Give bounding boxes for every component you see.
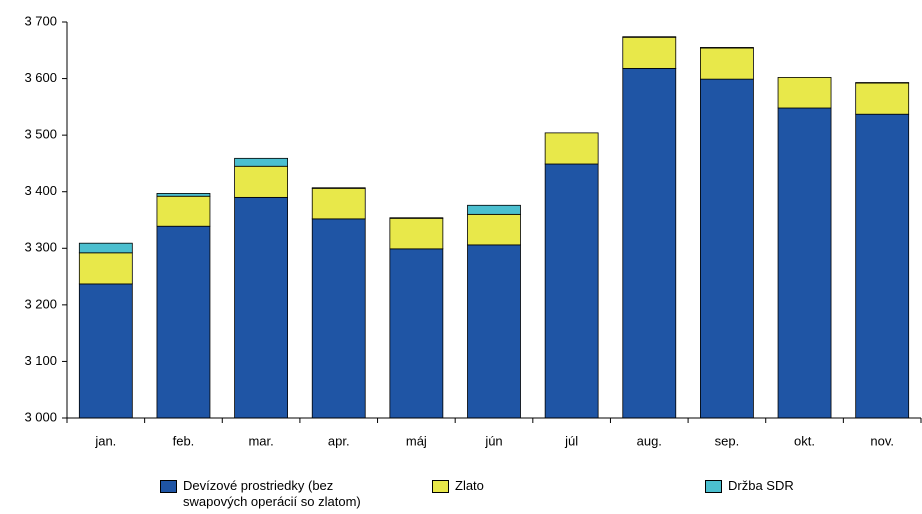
- legend-swatch: [705, 480, 722, 493]
- bar-segment: [311, 187, 366, 220]
- bar-segment: [78, 283, 133, 419]
- legend-label: Zlato: [455, 478, 484, 493]
- bar-segment: [234, 157, 288, 167]
- y-tick-label: 3 500: [24, 127, 57, 142]
- y-tick-label: 3 600: [24, 70, 57, 85]
- x-tick-label: okt.: [794, 433, 815, 448]
- bar-segment: [156, 225, 211, 419]
- x-tick-label: feb.: [173, 433, 195, 448]
- legend-swatch: [160, 480, 177, 493]
- x-tick-label: jún: [484, 433, 502, 448]
- bar-segment: [700, 78, 754, 419]
- bar-segment: [700, 47, 754, 49]
- bar-segment: [156, 195, 211, 227]
- legend-item: Zlato: [432, 478, 632, 494]
- legend-item: Držba SDR: [705, 478, 905, 494]
- y-tick-label: 3 300: [24, 240, 57, 255]
- bar-segment: [777, 107, 832, 419]
- legend-swatch: [432, 480, 449, 493]
- y-tick-label: 3 200: [24, 296, 57, 311]
- x-tick-label: apr.: [328, 433, 350, 448]
- bar-segment: [311, 187, 366, 189]
- legend-item: Devízové prostriedky (bez swapových oper…: [160, 478, 400, 510]
- y-tick-label: 3 100: [24, 353, 57, 368]
- x-tick-label: nov.: [870, 433, 894, 448]
- bar-segment: [234, 165, 288, 198]
- bar-segment: [78, 242, 133, 254]
- bar-segment: [78, 252, 133, 285]
- bar-segment: [467, 244, 521, 419]
- bar-segment: [622, 36, 677, 38]
- y-tick-label: 3 400: [24, 183, 57, 198]
- bar-segment: [855, 113, 910, 419]
- x-tick-label: jan.: [94, 433, 116, 448]
- legend-label: Držba SDR: [728, 478, 794, 493]
- x-tick-label: máj: [406, 433, 427, 448]
- bar-segment: [156, 193, 211, 197]
- bar-segment: [777, 77, 832, 109]
- y-tick-label: 3 000: [24, 409, 57, 424]
- x-tick-label: mar.: [248, 433, 273, 448]
- chart: jan. feb. mar. apr. máj jún júl aug. sep. okt. nov…: [24, 13, 922, 448]
- x-tick-label: sep.: [715, 433, 740, 448]
- bar-segment: [855, 82, 910, 84]
- bar-segment: [389, 217, 444, 219]
- legend-label: Devízové prostriedky (bez swapových oper…: [183, 478, 361, 509]
- bar-segment: [622, 67, 677, 419]
- bar-segment: [544, 132, 599, 165]
- x-tick-label: aug.: [637, 433, 662, 448]
- bar-segment: [622, 36, 677, 69]
- bar-segment: [544, 163, 599, 419]
- bar-segment: [389, 217, 444, 250]
- bar-segment: [700, 47, 754, 80]
- x-tick-label: júl: [564, 433, 578, 448]
- bar-segment: [234, 196, 288, 419]
- bar-segment: [855, 82, 910, 115]
- bar-segment: [311, 218, 366, 419]
- bar-segment: [467, 213, 521, 246]
- bar-segment: [389, 248, 444, 419]
- bar-segment: [467, 204, 521, 215]
- y-tick-label: 3 700: [24, 13, 57, 28]
